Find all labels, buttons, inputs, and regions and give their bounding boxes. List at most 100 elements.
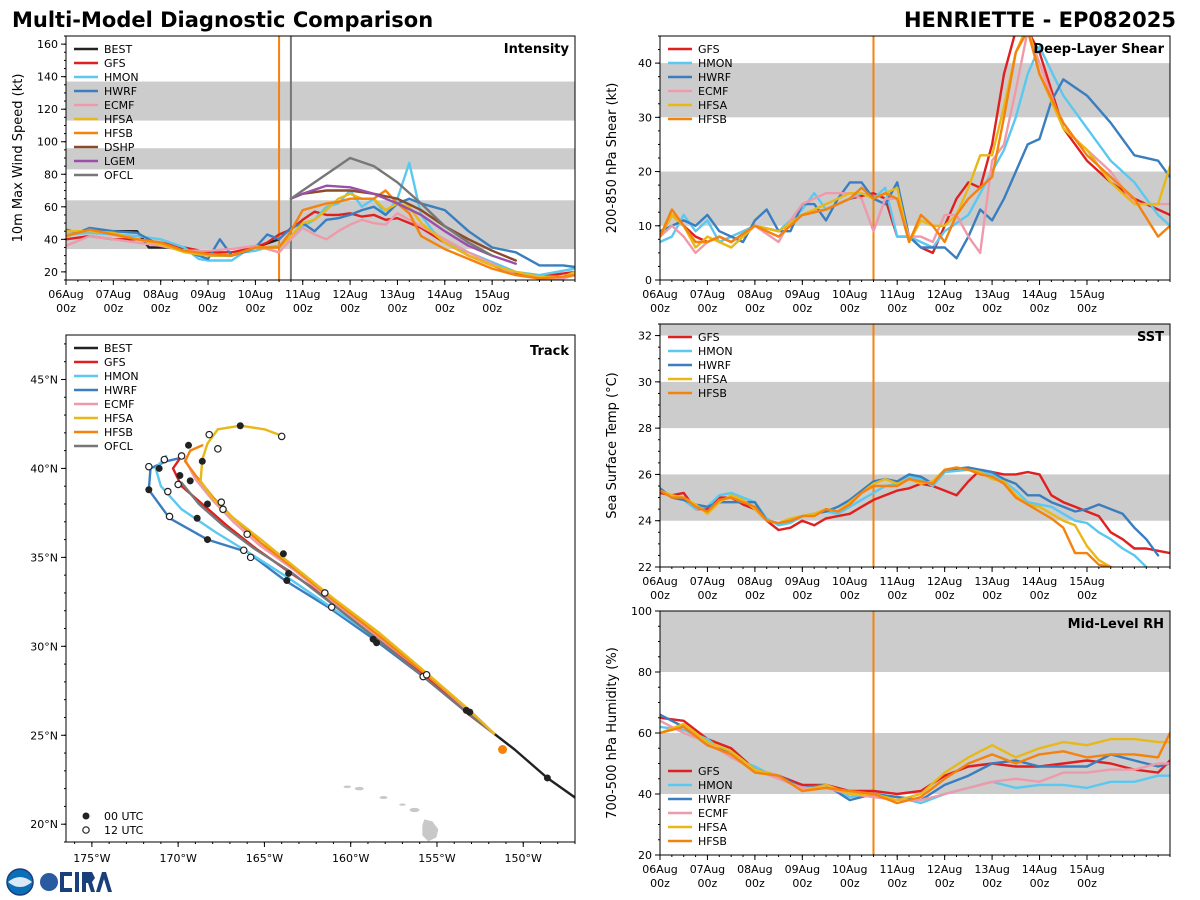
track-legend-label-hfsa: HFSA bbox=[104, 412, 134, 425]
track-marker-00utc bbox=[279, 550, 287, 558]
intensity-xtick-day-label: 07Aug bbox=[96, 288, 131, 301]
shear-legend-label-gfs: GFS bbox=[698, 43, 720, 56]
rh-xtick-day-label: 11Aug bbox=[879, 863, 914, 876]
shear-legend-label-hfsb: HFSB bbox=[698, 113, 727, 126]
shear-xtick-hour-label: 00z bbox=[745, 302, 765, 315]
rh-title: Mid-Level RH bbox=[1068, 617, 1164, 632]
intensity-xtick-day-label: 10Aug bbox=[238, 288, 273, 301]
rh-xtick-hour-label: 00z bbox=[650, 877, 670, 890]
main-title: Multi-Model Diagnostic Comparison bbox=[12, 8, 433, 32]
track-xtick-label: 175°W bbox=[73, 852, 110, 865]
track-marker-12utc bbox=[327, 603, 336, 611]
shear-xtick-day-label: 07Aug bbox=[690, 288, 725, 301]
shear-xtick-day-label: 13Aug bbox=[974, 288, 1009, 301]
track-marker-00utc bbox=[176, 472, 184, 480]
shear-ytick-label: 20 bbox=[638, 166, 652, 179]
track-marker-12utc bbox=[246, 553, 255, 562]
track-marker-00utc bbox=[543, 774, 551, 782]
intensity-ytick-label: 100 bbox=[37, 136, 58, 149]
track-marker-12utc bbox=[321, 589, 329, 597]
track-inner bbox=[145, 422, 575, 842]
track-marker-12utc bbox=[217, 498, 226, 507]
track-legend-label-best: BEST bbox=[104, 342, 132, 355]
rh-xtick-hour-label: 00z bbox=[887, 877, 907, 890]
intensity-xtick-hour-label: 00z bbox=[198, 302, 218, 315]
track-legend-label-hfsb: HFSB bbox=[104, 426, 133, 439]
hawaii-island bbox=[409, 807, 420, 813]
track-xtick-label: 150°W bbox=[505, 852, 542, 865]
sst-xtick-hour-label: 00z bbox=[698, 589, 718, 602]
intensity-xtick-day-label: 14Aug bbox=[427, 288, 462, 301]
intensity-legend-label-ofcl: OFCL bbox=[104, 169, 134, 182]
track-ytick-label: 25°N bbox=[30, 729, 58, 742]
track-panel: 175°W 170°W 165°W 160°W 155°W 150°W 20°N 25°N 30… bbox=[30, 334, 576, 865]
track-legend-12utc-label: 12 UTC bbox=[104, 824, 144, 837]
track-marker-12utc bbox=[177, 452, 186, 460]
shear-legend-label-hfsa: HFSA bbox=[698, 99, 728, 112]
noaa-logo bbox=[6, 868, 34, 896]
rh-series-group bbox=[660, 713, 1170, 805]
sst-xtick-day-label: 11Aug bbox=[879, 575, 914, 588]
intensity-xtick-day-label: 13Aug bbox=[380, 288, 415, 301]
sst-legend-label-gfs: GFS bbox=[698, 331, 720, 344]
rh-ytick-label: 80 bbox=[638, 666, 652, 679]
intensity-series-group bbox=[66, 156, 575, 280]
shear-xtick-hour-label: 00z bbox=[840, 302, 860, 315]
track-xtick-label: 170°W bbox=[159, 852, 196, 865]
track-legend-label-ecmf: ECMF bbox=[104, 398, 134, 411]
shear-xtick-hour-label: 00z bbox=[650, 302, 670, 315]
sst-ytick-label: 24 bbox=[638, 515, 652, 528]
sst-xtick-day-label: 07Aug bbox=[690, 575, 725, 588]
sst-xtick-hour-label: 00z bbox=[982, 589, 1002, 602]
sst-legend-label-hwrf: HWRF bbox=[698, 359, 731, 372]
rh-xtick-day-label: 08Aug bbox=[737, 863, 772, 876]
rh-legend-label-gfs: GFS bbox=[698, 765, 720, 778]
intensity-xtick-hour-label: 00z bbox=[340, 302, 360, 315]
shear-xtick-hour-label: 00z bbox=[935, 302, 955, 315]
rh-panel: 2040608010006Aug00z07Aug00z08Aug00z09Aug… bbox=[605, 605, 1171, 890]
track-marker-00utc bbox=[236, 422, 244, 430]
sst-xtick-hour-label: 00z bbox=[887, 589, 907, 602]
intensity-band-2 bbox=[66, 81, 575, 121]
track-marker-00utc bbox=[185, 441, 193, 449]
sst-xtick-day-label: 08Aug bbox=[737, 575, 772, 588]
intensity-xtick-hour-label: 00z bbox=[103, 302, 123, 315]
sst-legend-label-hfsa: HFSA bbox=[698, 373, 728, 386]
rh-xtick-hour-label: 00z bbox=[792, 877, 812, 890]
sst-series-group bbox=[660, 466, 1170, 567]
intensity-xtick-day-label: 12Aug bbox=[332, 288, 367, 301]
track-marker-00utc bbox=[466, 708, 474, 716]
sst-ytick-label: 32 bbox=[638, 330, 652, 343]
shear-xtick-day-label: 15Aug bbox=[1069, 288, 1104, 301]
sst-xtick-day-label: 12Aug bbox=[927, 575, 962, 588]
rh-legend-label-ecmf: ECMF bbox=[698, 807, 728, 820]
intensity-xtick-day-label: 09Aug bbox=[190, 288, 225, 301]
intensity-ytick-label: 120 bbox=[37, 103, 58, 116]
intensity-series-hfsa bbox=[66, 192, 575, 278]
shear-band-0 bbox=[660, 171, 1170, 226]
sst-legend-label-hfsb: HFSB bbox=[698, 387, 727, 400]
track-ytick-label: 35°N bbox=[30, 551, 58, 564]
rh-legend-label-hfsb: HFSB bbox=[698, 835, 727, 848]
sst-ylabel: Sea Surface Temp (°C) bbox=[605, 372, 620, 519]
shear-panel: 01020304006Aug00z07Aug00z08Aug00z09Aug00… bbox=[605, 35, 1171, 315]
track-ytick-label: 30°N bbox=[30, 640, 58, 653]
intensity-series-lgem bbox=[289, 184, 517, 265]
track-marker-00utc bbox=[193, 514, 201, 522]
sst-xtick-day-label: 14Aug bbox=[1022, 575, 1057, 588]
shear-xtick-day-label: 08Aug bbox=[737, 288, 772, 301]
rh-series-hfsb bbox=[660, 725, 1170, 805]
track-title: Track bbox=[530, 344, 569, 359]
track-legend-marker-00utc bbox=[82, 812, 90, 820]
track-series-ofcl bbox=[180, 481, 496, 735]
track-marker-00utc bbox=[283, 576, 291, 584]
track-marker-00utc bbox=[145, 486, 153, 494]
sst-band-1 bbox=[660, 381, 1170, 429]
sst-panel: 22242628303206Aug00z07Aug00z08Aug00z09Au… bbox=[605, 323, 1171, 602]
track-xtick-label: 155°W bbox=[418, 852, 455, 865]
shear-title: Deep-Layer Shear bbox=[1033, 42, 1164, 57]
track-marker-12utc bbox=[277, 432, 286, 441]
rh-legend-label-hmon: HMON bbox=[698, 779, 733, 792]
shear-xtick-day-label: 12Aug bbox=[927, 288, 962, 301]
